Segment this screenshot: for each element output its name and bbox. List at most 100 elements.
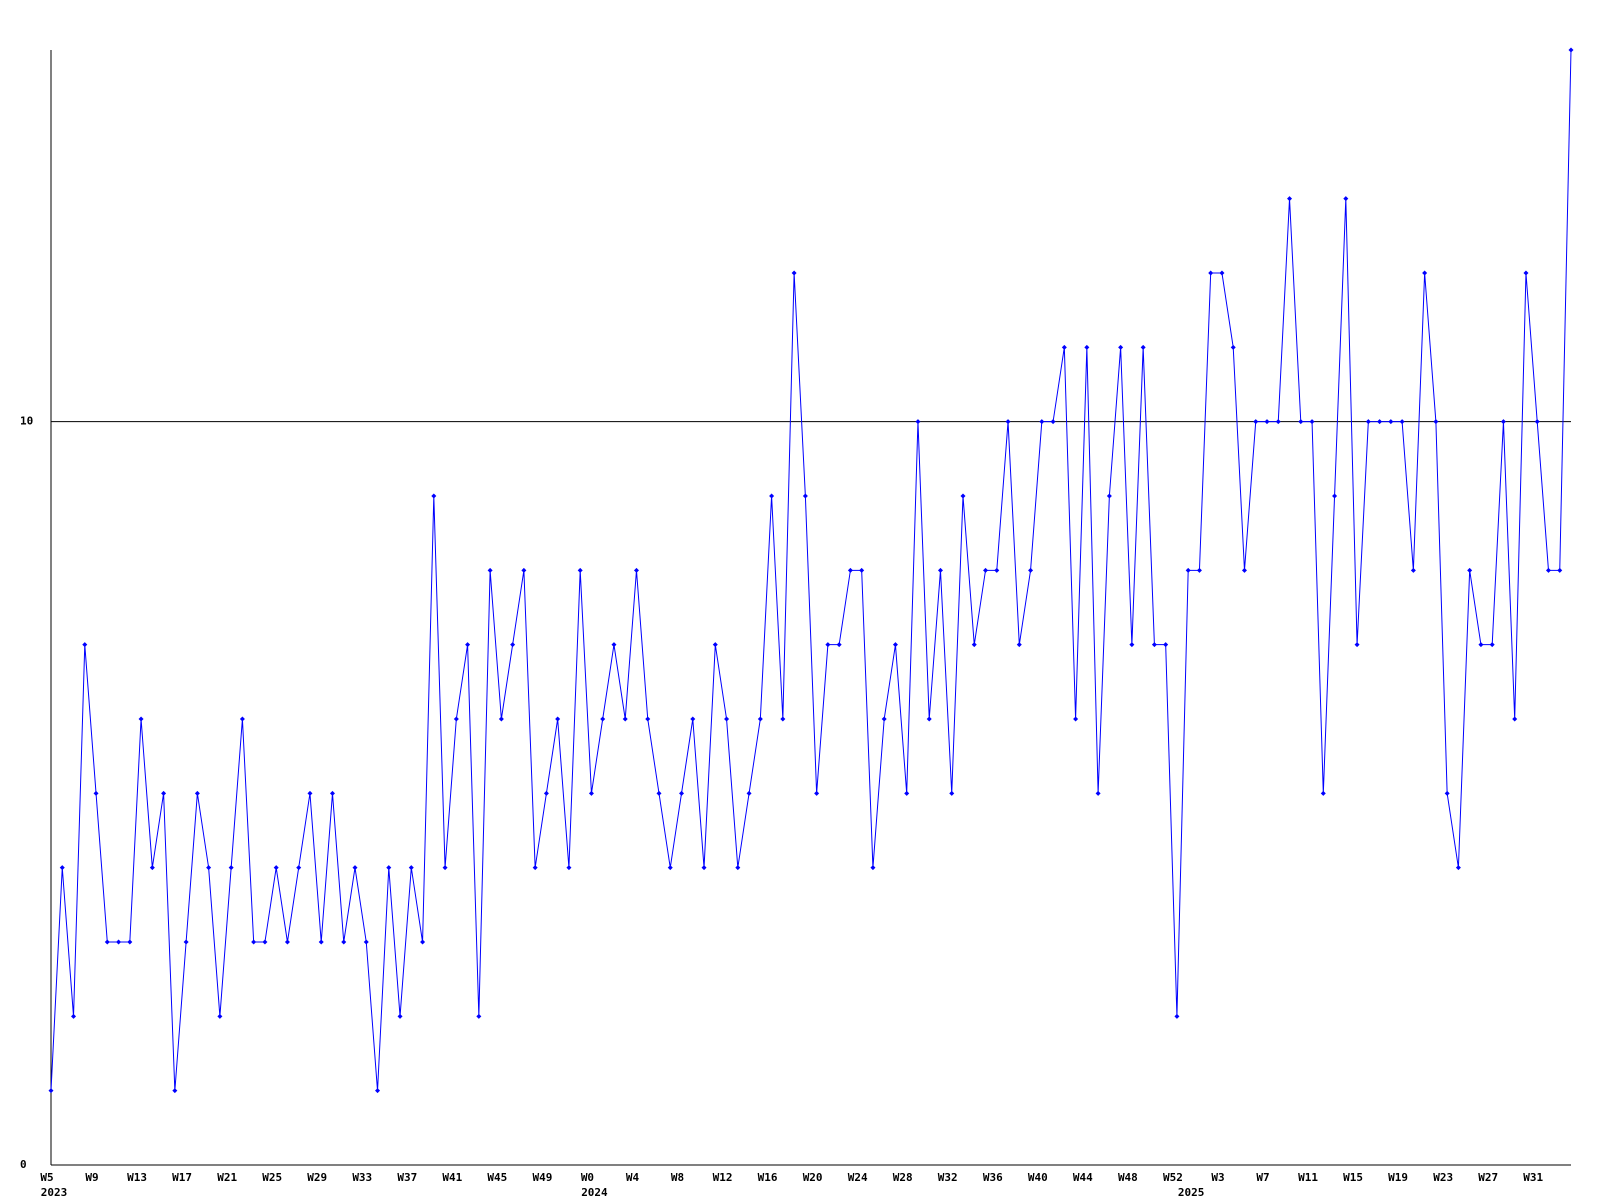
data-point — [465, 642, 471, 648]
data-point — [1557, 567, 1563, 573]
x-tick-label: W31 — [1523, 1171, 1543, 1184]
data-point — [228, 865, 234, 871]
x-tick-label: W3 — [1211, 1171, 1224, 1184]
data-point — [577, 567, 583, 573]
data-point — [1500, 419, 1506, 425]
data-point — [273, 865, 279, 871]
data-point — [1433, 419, 1439, 425]
data-point — [1039, 419, 1045, 425]
data-point — [724, 716, 730, 722]
x-tick-label: W48 — [1118, 1171, 1138, 1184]
data-point — [881, 716, 887, 722]
data-point — [904, 790, 910, 796]
data-point — [1050, 419, 1056, 425]
data-point — [1309, 419, 1315, 425]
data-point — [1230, 344, 1236, 350]
data-point — [127, 939, 133, 945]
data-point — [386, 865, 392, 871]
x-tick-label: W0 — [581, 1171, 594, 1184]
data-point — [1365, 419, 1371, 425]
data-point — [521, 567, 527, 573]
data-point — [48, 1088, 54, 1094]
data-point — [1332, 493, 1338, 499]
data-point — [1568, 47, 1574, 53]
data-point — [679, 790, 685, 796]
data-point — [172, 1088, 178, 1094]
data-point — [611, 642, 617, 648]
data-point — [1061, 344, 1067, 350]
data-point — [104, 939, 110, 945]
data-point — [194, 790, 200, 796]
data-point — [1545, 567, 1551, 573]
x-tick-label: W13 — [127, 1171, 147, 1184]
data-point — [983, 567, 989, 573]
x-tick-label: W19 — [1388, 1171, 1408, 1184]
data-point — [296, 865, 302, 871]
data-point — [1489, 642, 1495, 648]
x-tick-label: W16 — [758, 1171, 778, 1184]
data-point — [262, 939, 268, 945]
data-point — [1084, 344, 1090, 350]
y-tick-label: 0 — [20, 1158, 27, 1171]
data-point — [859, 567, 865, 573]
data-point — [746, 790, 752, 796]
data-point — [1219, 270, 1225, 276]
x-tick-label: W33 — [352, 1171, 372, 1184]
data-point — [82, 642, 88, 648]
x-tick-label: W37 — [397, 1171, 417, 1184]
data-point — [363, 939, 369, 945]
data-point — [1016, 642, 1022, 648]
data-point — [1118, 344, 1124, 350]
x-tick-label: W9 — [85, 1171, 98, 1184]
data-point — [622, 716, 628, 722]
x-tick-label: W25 — [262, 1171, 282, 1184]
data-point — [498, 716, 504, 722]
data-point — [1422, 270, 1428, 276]
data-point — [1320, 790, 1326, 796]
x-tick-label: W52 — [1163, 1171, 1183, 1184]
data-point — [769, 493, 775, 499]
data-point — [600, 716, 606, 722]
x-tick-label: W15 — [1343, 1171, 1363, 1184]
data-point — [825, 642, 831, 648]
data-point — [1410, 567, 1416, 573]
data-point — [915, 419, 921, 425]
data-point — [420, 939, 426, 945]
data-point — [949, 790, 955, 796]
data-point — [1208, 270, 1214, 276]
data-point — [588, 790, 594, 796]
data-point — [93, 790, 99, 796]
data-point — [1512, 716, 1518, 722]
data-point — [1298, 419, 1304, 425]
data-point — [1253, 419, 1259, 425]
data-point — [1005, 419, 1011, 425]
x-tick-label: W32 — [938, 1171, 958, 1184]
x-tick-label: W12 — [713, 1171, 733, 1184]
x-tick-label: W29 — [307, 1171, 327, 1184]
data-point — [1185, 567, 1191, 573]
x-tick-label: W4 — [626, 1171, 640, 1184]
data-point — [1455, 865, 1461, 871]
data-point — [510, 642, 516, 648]
x-tick-label: W20 — [803, 1171, 823, 1184]
data-point — [352, 865, 358, 871]
x-tick-label: W40 — [1028, 1171, 1048, 1184]
data-point — [442, 865, 448, 871]
data-point — [712, 642, 718, 648]
data-point — [555, 716, 561, 722]
data-point — [814, 790, 820, 796]
data-point — [971, 642, 977, 648]
data-point — [408, 865, 414, 871]
data-point — [543, 790, 549, 796]
x-tick-label: W11 — [1298, 1171, 1318, 1184]
data-point — [284, 939, 290, 945]
data-point — [836, 642, 842, 648]
data-point — [149, 865, 155, 871]
data-point — [701, 865, 707, 871]
data-point — [532, 865, 538, 871]
data-point — [633, 567, 639, 573]
data-point — [937, 567, 943, 573]
data-point — [1129, 642, 1135, 648]
data-point — [138, 716, 144, 722]
